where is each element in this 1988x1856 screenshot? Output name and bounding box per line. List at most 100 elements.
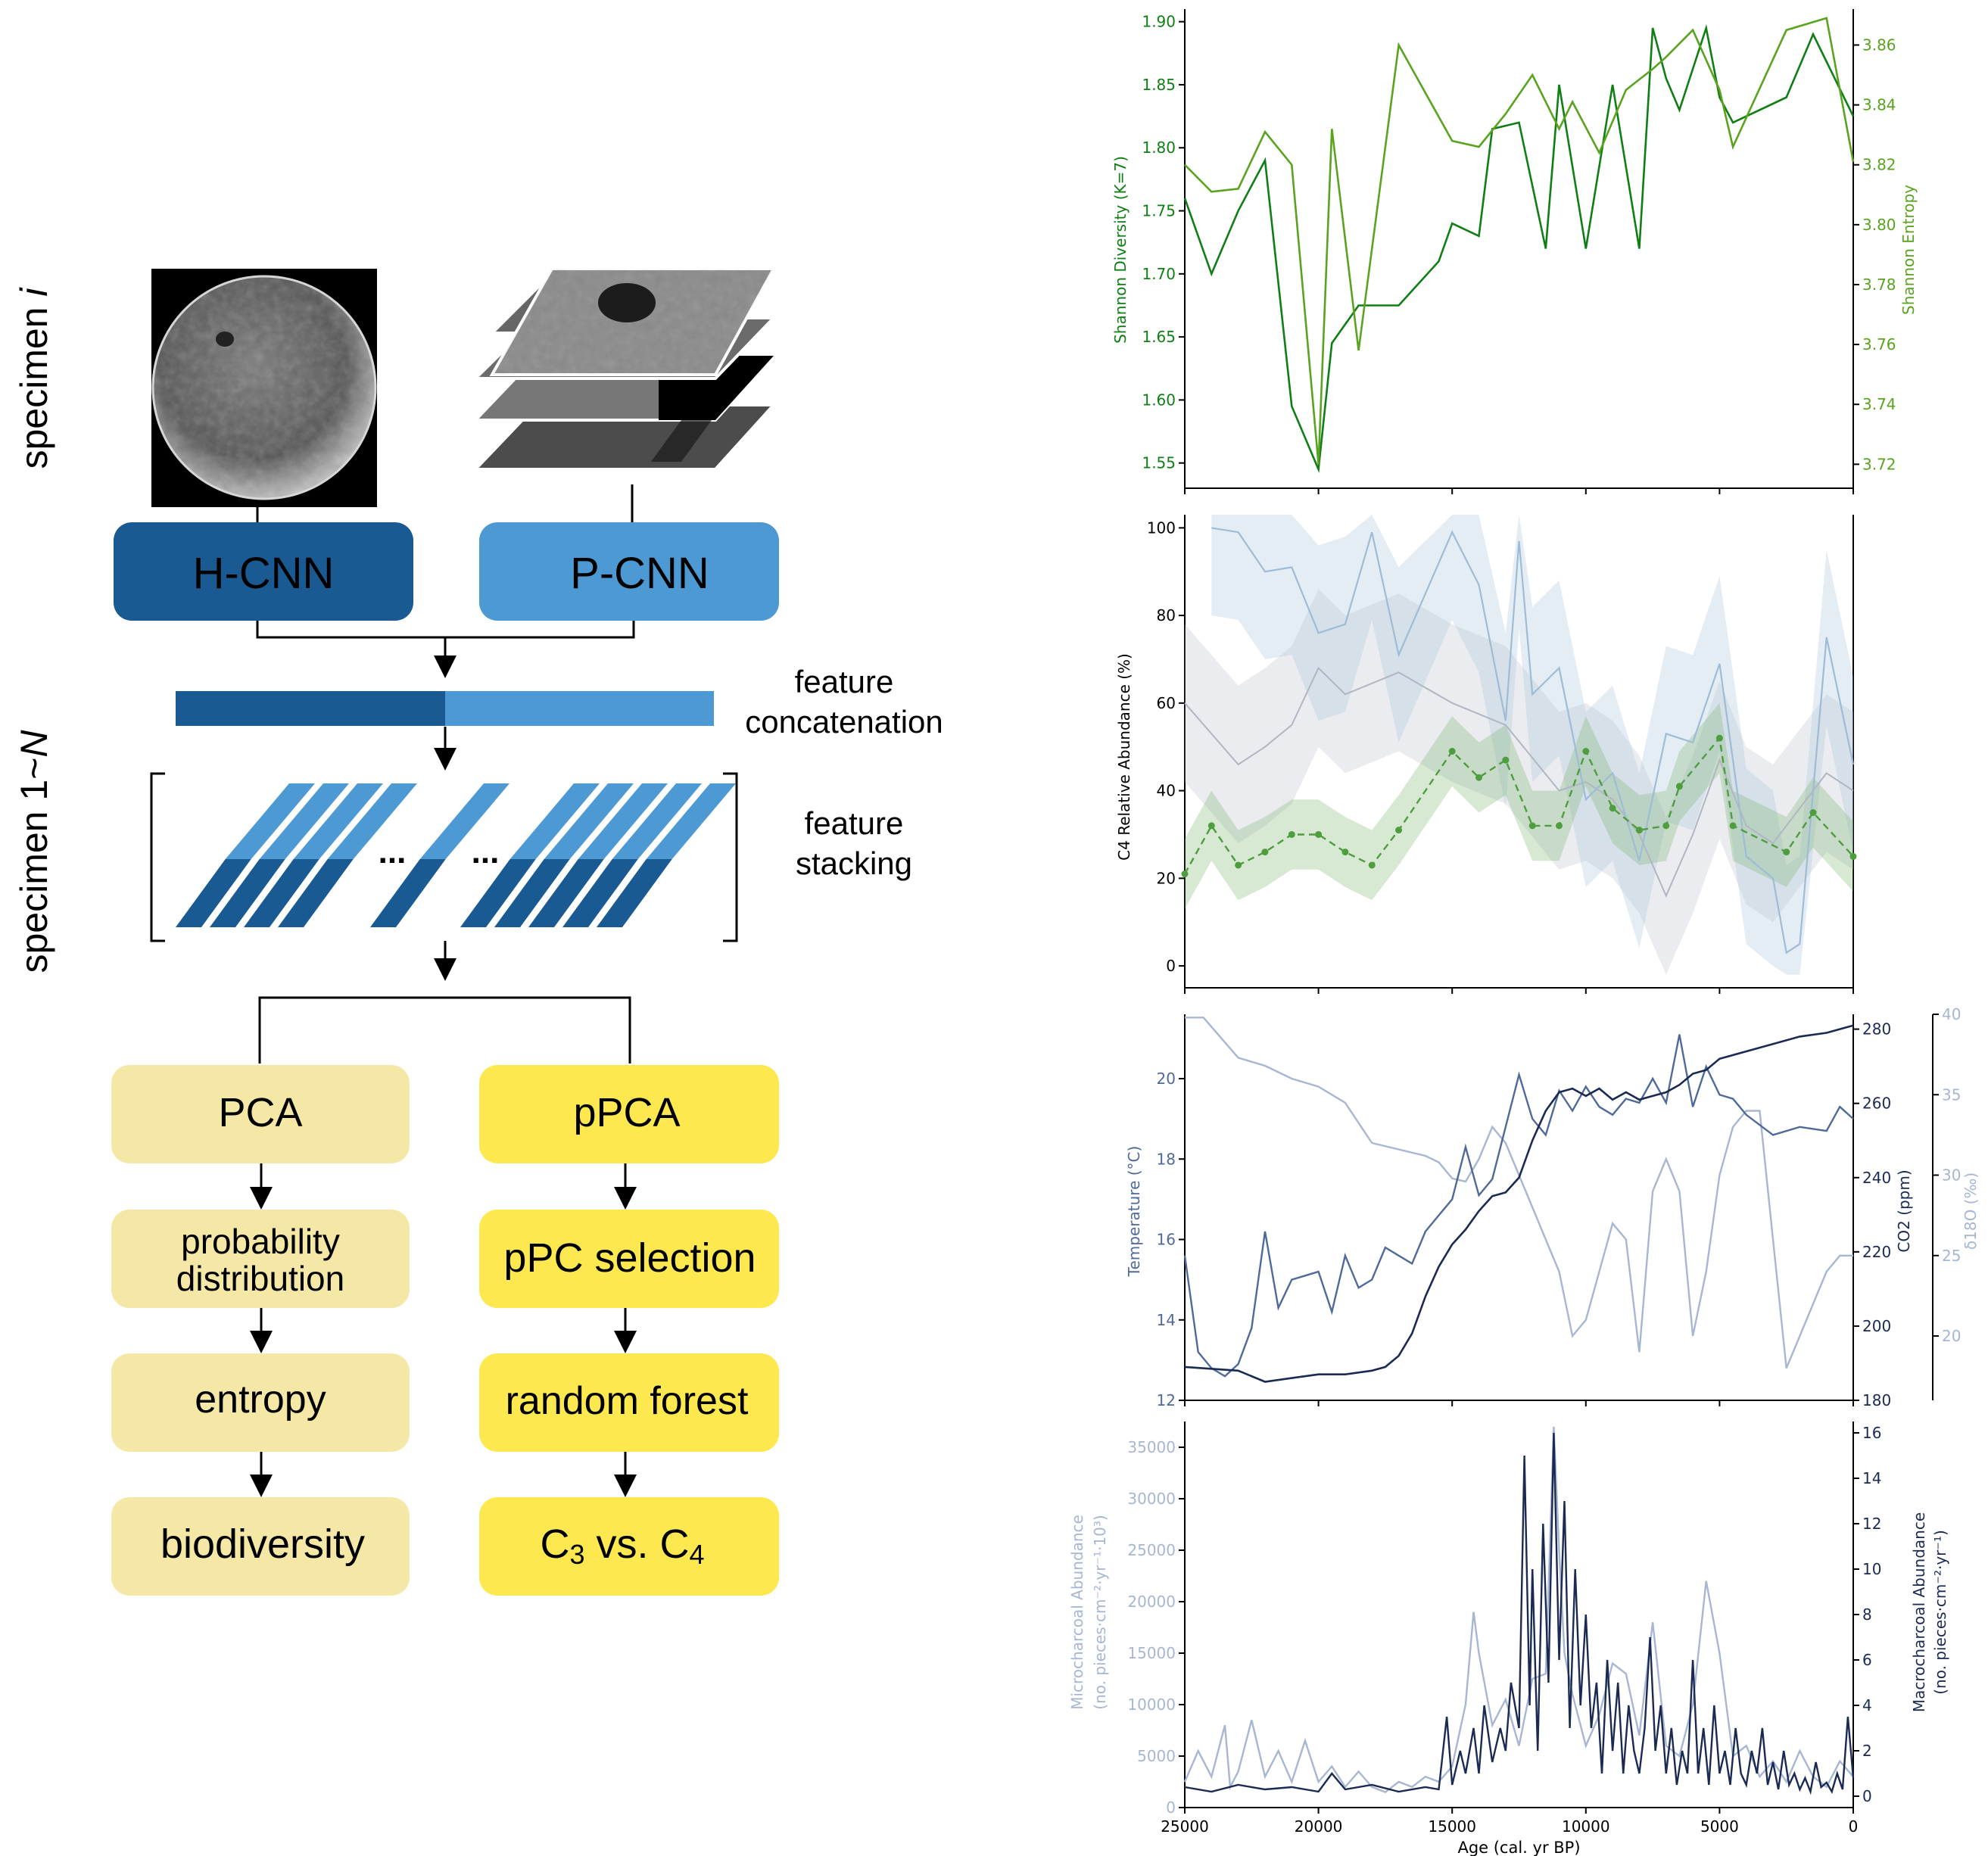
series-line-co2 bbox=[1184, 1024, 1854, 1383]
data-point bbox=[1809, 809, 1817, 817]
data-point bbox=[1849, 852, 1857, 860]
series-line-green bbox=[1183, 736, 1854, 875]
series-line-diversity bbox=[1183, 23, 1855, 474]
y-tick-label: 1.80 bbox=[1142, 139, 1176, 157]
stacked-feature-p bbox=[225, 783, 315, 859]
y2-tick-label: 3.74 bbox=[1862, 395, 1896, 413]
random-forest-label: random forest bbox=[506, 1379, 749, 1423]
y2-tick-label: 3.72 bbox=[1862, 455, 1896, 473]
data-point bbox=[1635, 827, 1643, 834]
x-tick-label: 5000 bbox=[1700, 1817, 1739, 1836]
y-tick-label: 20 bbox=[1157, 1070, 1176, 1088]
ppc-selection-label: pPC selection bbox=[503, 1235, 756, 1281]
data-point bbox=[1475, 774, 1483, 781]
pcnn-label: P-CNN bbox=[570, 549, 709, 598]
stacked-feature-p bbox=[509, 783, 600, 859]
y2-tick-label: 14 bbox=[1862, 1469, 1881, 1487]
data-point bbox=[1368, 861, 1376, 869]
stacked-feature-h bbox=[597, 859, 672, 927]
y2-tick-label: 3.82 bbox=[1862, 156, 1896, 174]
y3-tick-label: 35 bbox=[1942, 1085, 1961, 1104]
data-point bbox=[1502, 756, 1510, 764]
x-tick-label: 25000 bbox=[1161, 1817, 1209, 1836]
hcnn-box bbox=[114, 522, 413, 621]
y-tick-label: 35000 bbox=[1127, 1438, 1176, 1456]
y2-tick-label: 10 bbox=[1862, 1560, 1881, 1578]
data-point bbox=[1555, 822, 1563, 830]
random-forest-box bbox=[479, 1353, 779, 1452]
stacked-feature-h bbox=[278, 859, 354, 927]
stacked-feature-p bbox=[612, 783, 702, 859]
y-tick-label: 15000 bbox=[1127, 1644, 1176, 1662]
y3-tick-label: 25 bbox=[1942, 1247, 1961, 1265]
y2-tick-label: 280 bbox=[1862, 1020, 1891, 1039]
y-tick-label: 20000 bbox=[1127, 1593, 1176, 1611]
data-point bbox=[1783, 849, 1790, 856]
y2-axis-label-2: (no. pieces·cm⁻²·yr⁻¹) bbox=[1931, 1530, 1949, 1695]
right-column: pPCA pPC selection random forest C3 vs. … bbox=[479, 1065, 779, 1596]
stacked-feature-h bbox=[370, 859, 446, 927]
y-tick-label: 16 bbox=[1157, 1231, 1176, 1249]
y-tick-label: 5000 bbox=[1137, 1747, 1176, 1765]
ppca-label: pPCA bbox=[573, 1090, 680, 1135]
y2-axis-label-1: Macrocharcoal Abundance bbox=[1910, 1512, 1928, 1712]
probability-label-1: probability bbox=[181, 1222, 340, 1261]
y2-tick-label: 8 bbox=[1862, 1605, 1872, 1624]
stacked-feature-p bbox=[259, 783, 349, 859]
series-band bbox=[1211, 515, 1853, 975]
x-tick-label: 20000 bbox=[1295, 1817, 1343, 1836]
data-point bbox=[1288, 830, 1295, 838]
stacked-feature-p bbox=[327, 783, 417, 859]
y2-tick-label: 180 bbox=[1862, 1391, 1891, 1409]
data-point bbox=[1715, 734, 1723, 742]
pipeline-diagram: specimen i specimen 1~N H-CNN bbox=[13, 267, 943, 1596]
y-tick-label: 1.85 bbox=[1142, 76, 1176, 94]
y-tick-label: 20 bbox=[1157, 869, 1176, 887]
y-tick-label: 1.65 bbox=[1142, 328, 1176, 346]
y2-tick-label: 3.80 bbox=[1862, 216, 1896, 234]
ppc-selection-box bbox=[479, 1210, 779, 1308]
y-tick-label: 60 bbox=[1157, 694, 1176, 712]
specimen-i-label: specimen i bbox=[13, 287, 55, 469]
y-tick-label: 100 bbox=[1147, 518, 1176, 537]
stacked-feature-p bbox=[419, 783, 509, 859]
data-point bbox=[1341, 849, 1349, 856]
y-axis-label-1: Microcharcoal Abundance bbox=[1068, 1515, 1086, 1710]
y-tick-label: 12 bbox=[1157, 1391, 1176, 1409]
y-tick-label: 18 bbox=[1157, 1150, 1176, 1168]
probability-box bbox=[111, 1210, 410, 1308]
y2-tick-label: 240 bbox=[1862, 1169, 1891, 1187]
sem-image bbox=[151, 269, 377, 507]
stacked-feature-h bbox=[528, 859, 604, 927]
y2-axis-label: CO2 (ppm) bbox=[1895, 1169, 1913, 1252]
chart-shannon: 1.55 1.60 1.65 1.70 1.75 1.80 1.85 1.90 3.72 3.74… bbox=[1111, 9, 1918, 494]
data-point bbox=[1662, 822, 1670, 830]
concat-label-2: concatenation bbox=[745, 704, 943, 740]
y3-axis-label: δ18O (‰) bbox=[1962, 1172, 1980, 1250]
y2-tick-label: 6 bbox=[1862, 1651, 1872, 1669]
y-axis-label: Temperature (°C) bbox=[1125, 1146, 1143, 1278]
stacked-feature-p bbox=[646, 783, 736, 859]
x-tick-label: 10000 bbox=[1562, 1817, 1610, 1836]
series-band bbox=[1185, 702, 1853, 909]
pca-label: PCA bbox=[218, 1090, 302, 1135]
entropy-label: entropy bbox=[195, 1378, 326, 1422]
concat-bar-h bbox=[176, 691, 445, 726]
chart-charcoal: 0 5000 10000 15000 20000 25000 30000 35000 0 2 4 6 8… bbox=[1068, 1422, 1949, 1856]
y2-tick-label: 2 bbox=[1862, 1742, 1872, 1760]
y-axis-label-2: (no. pieces·cm⁻²·yr⁻¹·10³) bbox=[1091, 1515, 1109, 1709]
y-tick-label: 10000 bbox=[1127, 1696, 1176, 1714]
stacked-feature-h bbox=[494, 859, 570, 927]
ellipsis-1: ... bbox=[379, 833, 407, 870]
pcnn-box bbox=[479, 522, 779, 621]
stack-label-2: stacking bbox=[796, 845, 912, 881]
series-band bbox=[1185, 589, 1853, 975]
series-line-entropy bbox=[1184, 17, 1855, 465]
chart-c4: 0 20 40 60 80 100 C4 Relative Abundance (%) bbox=[1115, 515, 1857, 994]
biodiversity-box bbox=[111, 1497, 410, 1596]
x-tick-label: 0 bbox=[1849, 1817, 1859, 1836]
y2-tick-label: 16 bbox=[1862, 1424, 1881, 1442]
data-point bbox=[1582, 748, 1590, 755]
data-point bbox=[1395, 827, 1403, 834]
biodiversity-label: biodiversity bbox=[160, 1521, 365, 1567]
